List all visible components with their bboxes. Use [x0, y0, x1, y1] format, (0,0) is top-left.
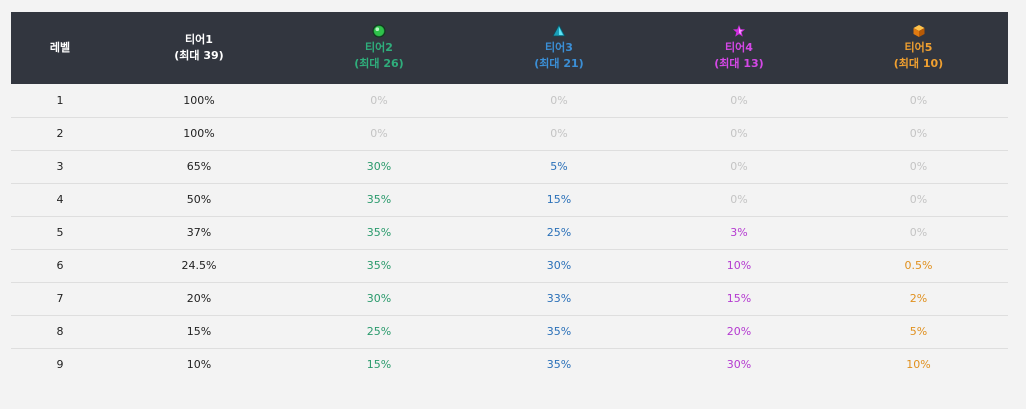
level-cell: 6 [56, 259, 64, 272]
tier4-cell: 0% [730, 127, 748, 140]
tier2-cell: 35% [366, 226, 392, 239]
header-tier1: 티어1 (최대 39) [109, 12, 289, 84]
tier2-cell: 25% [366, 325, 392, 338]
header-tier1-name: 티어1 [185, 33, 213, 46]
table-row: 6 24.5% 35% 30% 10% 0.5% [11, 249, 1008, 282]
header-level: 레벨 [11, 12, 109, 84]
tier4-cell: 30% [726, 358, 752, 372]
tier3-cell: 25% [546, 226, 572, 239]
tier3-cell: 35% [546, 358, 572, 372]
level-cell: 2 [56, 127, 64, 140]
tier4-cell: 15% [726, 292, 752, 305]
header-tier3-name: 티어3 [545, 41, 573, 54]
tier5-cell: 5% [909, 325, 928, 338]
tier2-cell: 30% [366, 160, 392, 173]
level-cell: 3 [56, 160, 64, 173]
table-row: 7 20% 30% 33% 15% 2% [11, 282, 1008, 315]
header-tier3-max: (최대 21) [534, 57, 584, 70]
table-row: 9 10% 15% 35% 30% 10% [11, 348, 1008, 381]
tier4-cell: 10% [726, 259, 752, 272]
tier3-cell: 35% [546, 325, 572, 338]
orange-cube-icon [912, 24, 926, 38]
magenta-star-icon [732, 24, 746, 38]
tier4-cell: 3% [730, 226, 748, 239]
level-cell: 8 [56, 325, 64, 338]
header-tier2-max: (최대 26) [354, 57, 404, 70]
table-row: 5 37% 35% 25% 3% 0% [11, 216, 1008, 249]
tier5-cell: 0% [909, 127, 928, 140]
header-tier4-max: (최대 13) [714, 57, 764, 70]
tier4-cell: 0% [730, 193, 748, 206]
tier3-cell: 5% [550, 160, 568, 173]
tier5-cell: 0% [909, 226, 928, 239]
header-tier2: 티어2 (최대 26) [289, 12, 469, 84]
tier2-cell: 30% [366, 292, 392, 305]
table-row: 3 65% 30% 5% 0% 0% [11, 150, 1008, 183]
tier4-cell: 0% [730, 160, 748, 173]
header-tier5-max: (최대 10) [893, 57, 944, 70]
table-row: 8 15% 25% 35% 20% 5% [11, 315, 1008, 348]
tier1-cell: 50% [186, 193, 212, 206]
tier3-cell: 30% [546, 259, 572, 272]
tier1-cell: 20% [186, 292, 212, 305]
tier1-cell: 15% [186, 325, 212, 338]
tier5-cell: 0% [909, 193, 928, 206]
tier4-cell: 20% [726, 325, 752, 338]
level-cell: 1 [56, 93, 64, 107]
level-cell: 9 [56, 358, 64, 372]
table-row: 2 100% 0% 0% 0% 0% [11, 117, 1008, 150]
header-tier1-max: (최대 39) [174, 49, 224, 62]
tier1-cell: 65% [186, 160, 212, 173]
tier-odds-table: 레벨 티어1 (최대 39) 티어2 [11, 12, 1008, 381]
tier3-cell: 33% [546, 292, 572, 305]
table-header: 레벨 티어1 (최대 39) 티어2 [11, 12, 1008, 84]
header-level-label: 레벨 [49, 41, 71, 54]
tier5-cell: 0.5% [904, 259, 933, 272]
tier5-cell: 2% [909, 292, 928, 305]
table-row: 4 50% 35% 15% 0% 0% [11, 183, 1008, 216]
header-tier5: 티어5 (최대 10) [829, 12, 1008, 84]
tier2-cell: 0% [370, 93, 388, 107]
level-cell: 4 [56, 193, 64, 206]
tier4-cell: 0% [730, 93, 748, 107]
table-row: 1 100% 0% 0% 0% 0% [11, 84, 1008, 117]
tier3-cell: 0% [550, 127, 568, 140]
header-tier4-name: 티어4 [725, 41, 753, 54]
level-cell: 5 [56, 226, 64, 239]
tier1-cell: 10% [186, 358, 212, 372]
header-tier5-name: 티어5 [904, 41, 933, 54]
tier1-cell: 100% [183, 127, 215, 140]
tier5-cell: 0% [909, 93, 928, 107]
header-tier3: 티어3 (최대 21) [469, 12, 649, 84]
tier3-cell: 0% [550, 93, 568, 107]
tier2-cell: 35% [366, 259, 392, 272]
green-orb-icon [372, 24, 386, 38]
tier5-cell: 0% [909, 160, 928, 173]
table-body: 1 100% 0% 0% 0% 0% 2 100% 0% 0% 0% 0% 3 … [11, 84, 1008, 381]
header-tier4: 티어4 (최대 13) [649, 12, 829, 84]
tier1-cell: 100% [183, 93, 215, 107]
tier2-cell: 0% [370, 127, 388, 140]
header-tier2-name: 티어2 [365, 41, 393, 54]
tier-odds-table-container: 레벨 티어1 (최대 39) 티어2 [11, 12, 1008, 381]
tier3-cell: 15% [546, 193, 572, 206]
tier2-cell: 15% [366, 358, 392, 372]
tier1-cell: 37% [186, 226, 212, 239]
tier5-cell: 10% [906, 358, 931, 372]
header-row: 레벨 티어1 (최대 39) 티어2 [11, 12, 1008, 84]
tier1-cell: 24.5% [181, 259, 217, 272]
cyan-triangle-icon [552, 24, 566, 38]
tier2-cell: 35% [366, 193, 392, 206]
level-cell: 7 [56, 292, 64, 305]
